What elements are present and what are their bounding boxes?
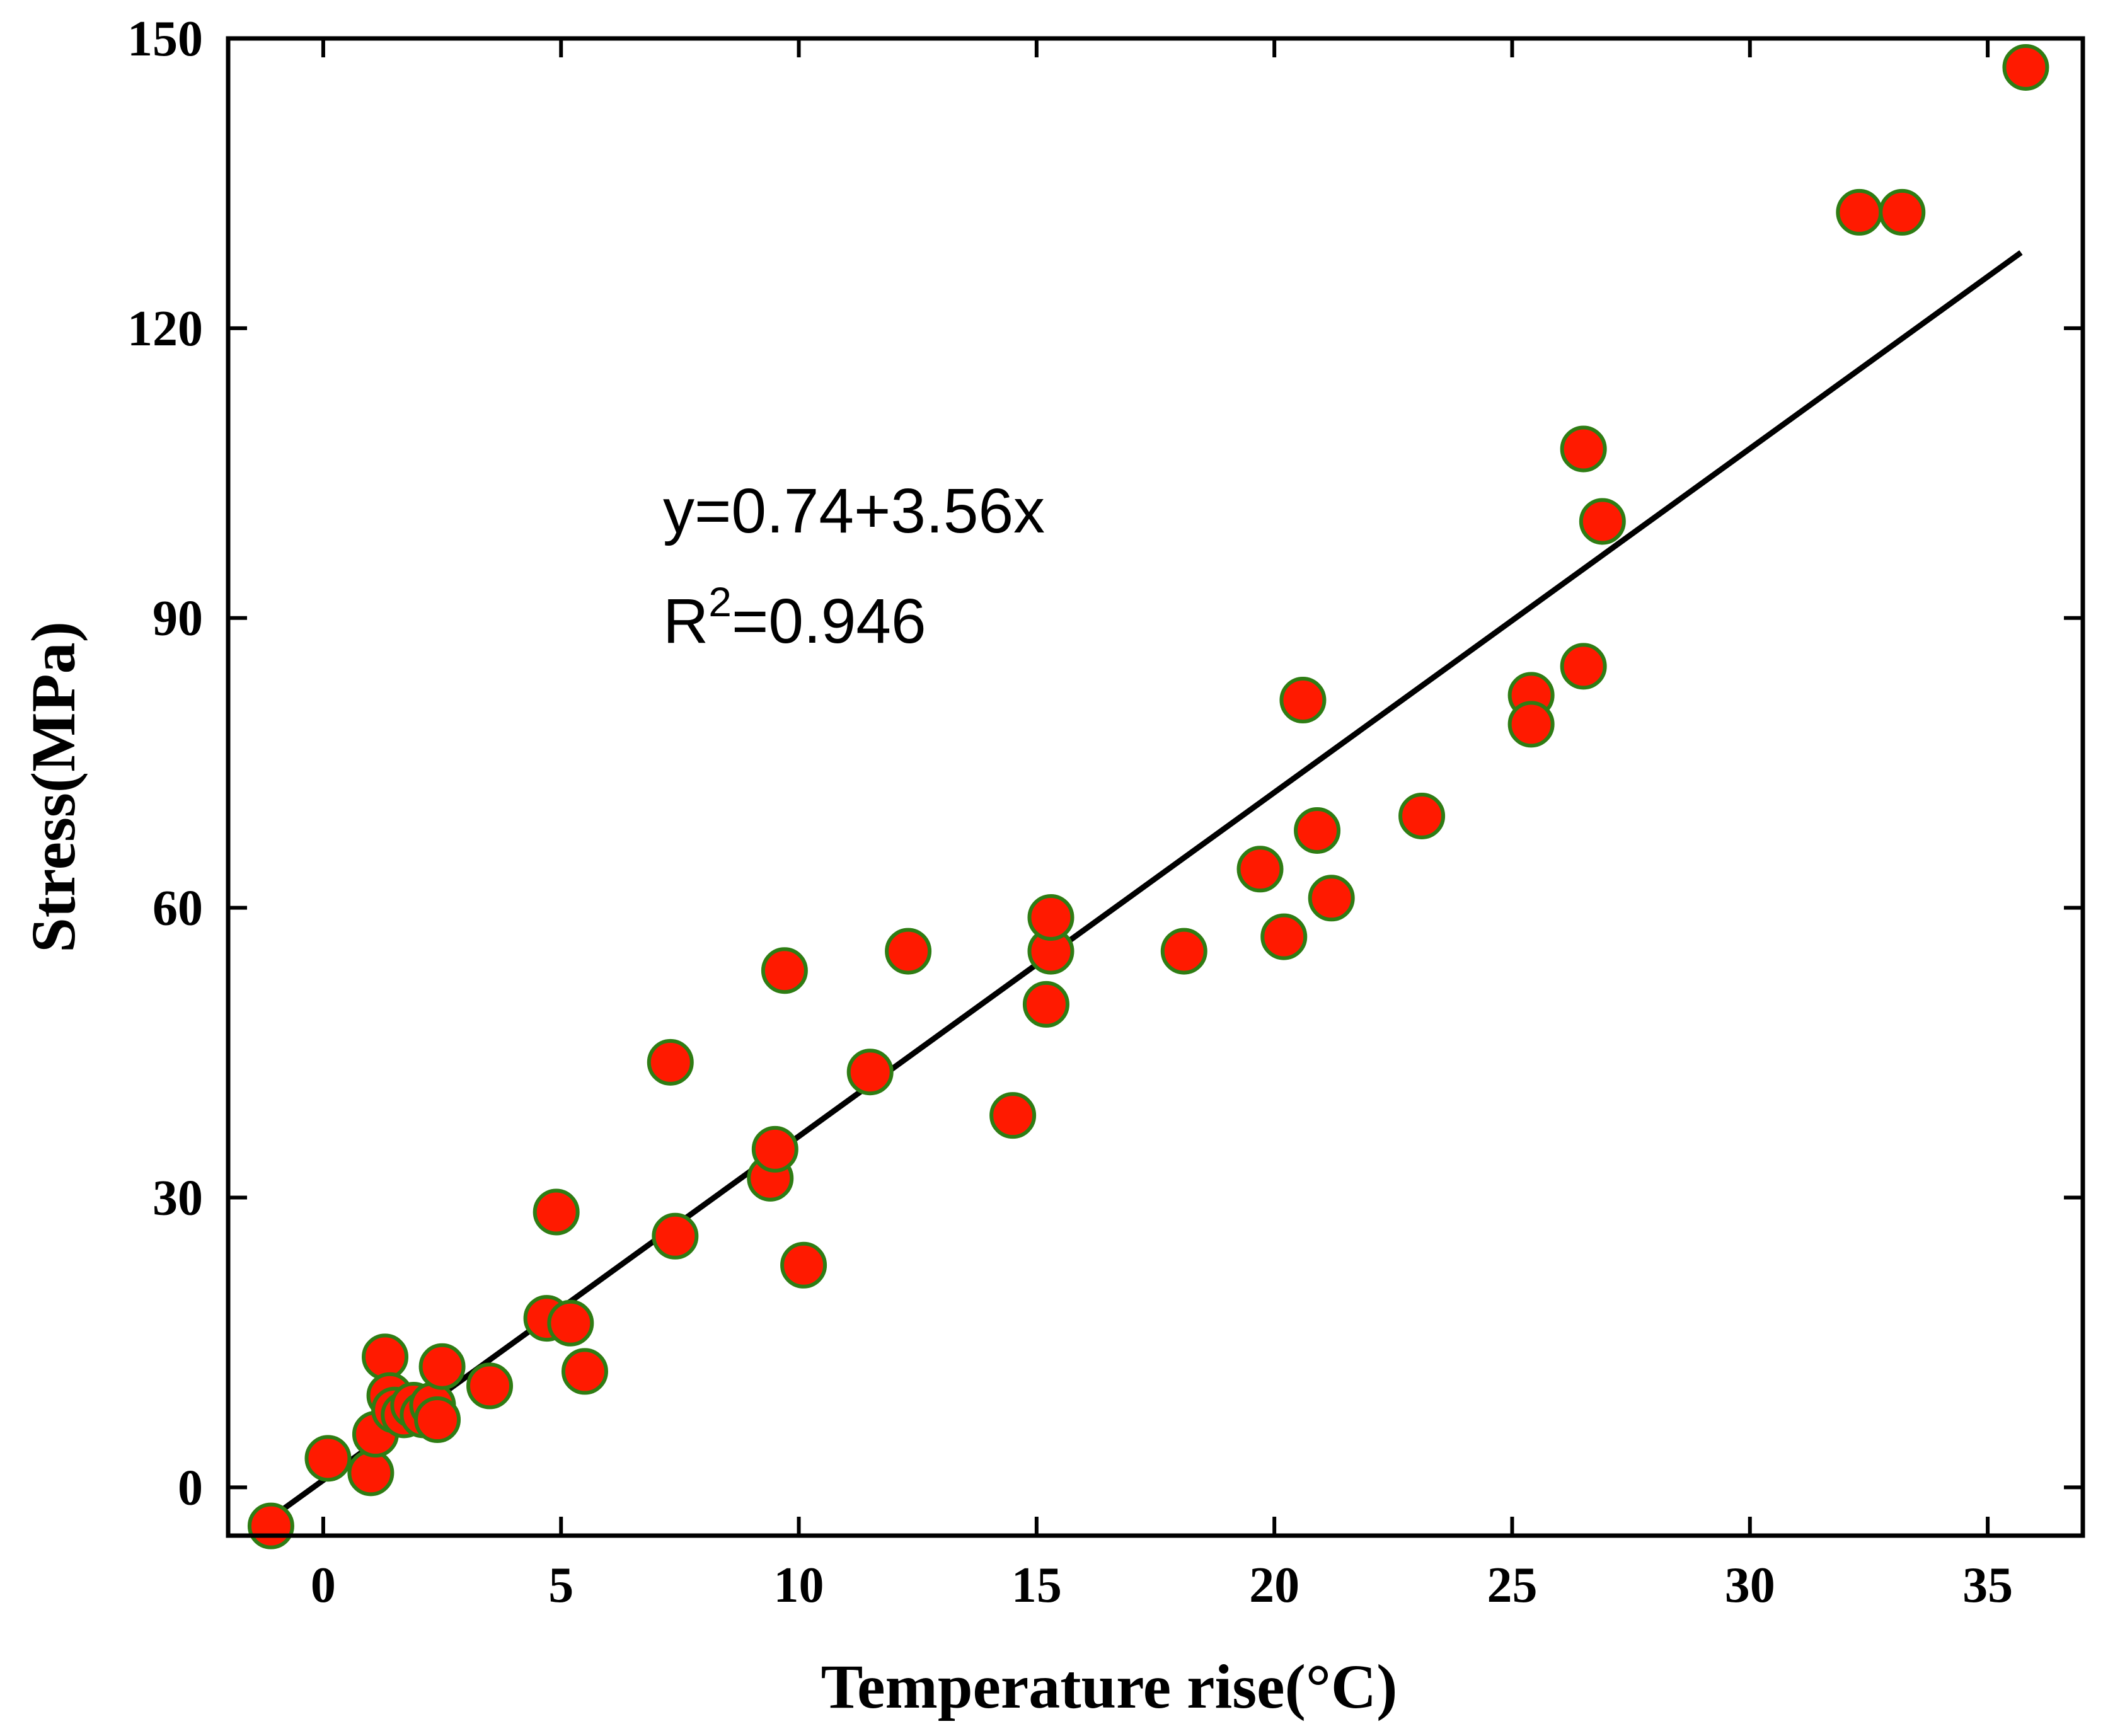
x-tick-label: 0: [311, 1558, 336, 1613]
data-point: [1236, 846, 1284, 893]
data-point: [1160, 928, 1207, 975]
plot-area: [247, 43, 2049, 1549]
data-point: [247, 1502, 294, 1549]
data-point: [1398, 792, 1446, 839]
data-point: [1308, 875, 1355, 922]
x-tick-label: 30: [1725, 1558, 1775, 1613]
x-axis-label: Temperature rise(°C): [821, 1652, 1398, 1722]
x-tick-label: 15: [1011, 1558, 1062, 1613]
x-tick-label: 10: [774, 1558, 824, 1613]
data-point: [304, 1435, 352, 1482]
y-tick-label: 90: [153, 591, 203, 647]
y-tick-label: 150: [127, 11, 203, 67]
data-point: [1879, 188, 1926, 236]
data-point: [1507, 701, 1555, 748]
data-point: [561, 1348, 608, 1395]
data-point: [751, 1125, 798, 1173]
data-point: [347, 1449, 395, 1497]
y-tick-label: 30: [153, 1170, 203, 1226]
x-tick-label: 35: [1962, 1558, 2013, 1613]
data-point: [1022, 980, 1069, 1028]
data-point: [1260, 913, 1308, 960]
r2-value: =0.946: [732, 586, 926, 657]
data-point: [547, 1299, 594, 1347]
r-squared: R2=0.946: [663, 578, 926, 657]
data-point: [1579, 498, 1626, 545]
data-point: [780, 1241, 827, 1289]
data-point: [1836, 188, 1883, 236]
data-point: [414, 1396, 461, 1444]
x-tick-label: 5: [548, 1558, 573, 1613]
data-point: [989, 1092, 1037, 1139]
data-point: [533, 1188, 580, 1236]
data-point: [2002, 43, 2049, 91]
r2-superscript: 2: [708, 578, 732, 625]
r2-prefix: R: [663, 586, 708, 657]
data-point: [1560, 643, 1607, 690]
data-point: [885, 928, 932, 975]
fit-equation: y=0.74+3.56x: [663, 476, 1045, 546]
y-tick-label: 120: [127, 301, 203, 357]
data-point: [846, 1049, 894, 1096]
data-point: [362, 1333, 409, 1381]
data-point: [1027, 894, 1074, 941]
data-point: [1279, 677, 1327, 724]
y-tick-label: 60: [153, 881, 203, 936]
data-point: [418, 1343, 466, 1390]
axes-frame: [226, 36, 2085, 1538]
data-point: [761, 947, 808, 994]
ticks: 0 5 10 15 20 25 30 35 0 30 60 90 120 150: [127, 11, 2083, 1613]
data-point: [1294, 807, 1341, 854]
data-point: [466, 1362, 514, 1410]
y-tick-label: 0: [178, 1460, 203, 1515]
data-point: [647, 1038, 694, 1086]
y-axis-label: Stress(MPa): [18, 621, 88, 953]
x-tick-label: 25: [1487, 1558, 1537, 1613]
data-point: [1560, 425, 1607, 473]
data-point: [652, 1212, 699, 1260]
x-tick-label: 20: [1249, 1558, 1299, 1613]
